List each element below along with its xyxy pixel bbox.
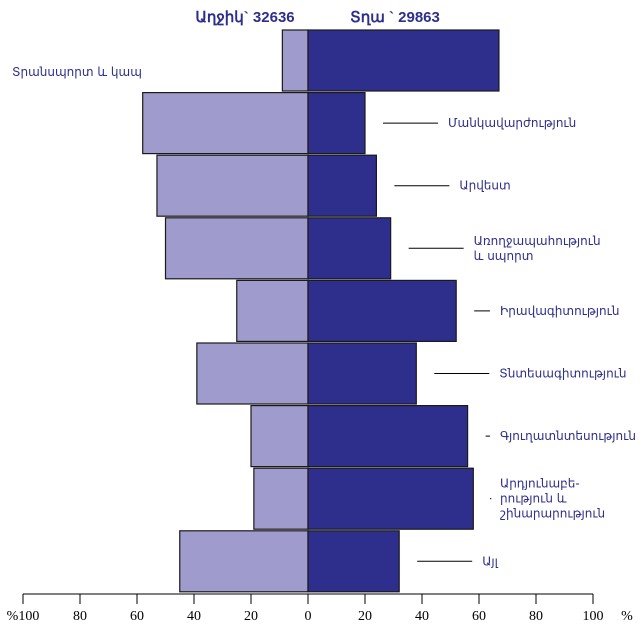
category-label-line: Իրավագիտություն	[500, 304, 619, 318]
x-tick-label: 60	[130, 609, 144, 624]
bars-layer	[142, 29, 500, 593]
female-bar	[179, 530, 309, 593]
category-label: Մանկավարժություն	[448, 116, 576, 130]
male-bar	[307, 154, 378, 217]
male-bar	[307, 405, 469, 468]
category-label-line: Արվեստ	[459, 179, 510, 193]
category-label: Տրանսպորտ և կապ	[12, 65, 142, 79]
female-total-header: Աղջիկ` 32636	[195, 9, 294, 26]
female-bar	[236, 279, 309, 342]
x-tick-label: 20	[244, 609, 258, 624]
category-label-line: Արդյունաբե-	[500, 477, 580, 491]
male-bar	[307, 279, 457, 342]
leader-lines-layer	[383, 122, 492, 562]
female-bar	[164, 217, 309, 280]
category-label: Տնտեսագիտություն	[499, 367, 626, 381]
x-tick-label: 0	[305, 609, 312, 624]
female-bar	[281, 29, 309, 92]
male-bar	[307, 29, 500, 92]
x-tick-label: 100	[583, 609, 604, 624]
x-tick-label: 40	[415, 609, 429, 624]
category-label: Գյուղատնտեսություն	[500, 429, 636, 443]
category-label: Արվեստ	[459, 179, 510, 193]
female-bar	[156, 154, 309, 217]
x-axis: %100 80 60 40 20 0 20 40 60 80 100%	[7, 593, 633, 624]
male-total-header: Տղա ` 29863	[350, 9, 440, 26]
x-tick-label: %100	[7, 609, 40, 624]
category-label-line: Մանկավարժություն	[448, 116, 576, 130]
male-bar	[307, 217, 392, 280]
x-tick-label: 60	[472, 609, 486, 624]
category-label-line: շինարարություն	[500, 507, 605, 521]
x-axis-unit-label: %	[621, 609, 633, 624]
category-label-line: րություն և	[500, 492, 567, 506]
female-bar	[142, 91, 309, 155]
category-label: Առողջապահություն և սպորտ	[474, 234, 601, 263]
female-bar	[253, 467, 309, 530]
category-label-line: Գյուղատնտեսություն	[500, 429, 636, 443]
category-label-line: Այլ	[482, 554, 498, 568]
category-label-line: Տնտեսագիտություն	[499, 367, 626, 381]
category-labels-layer: Տրանսպորտ և կապ Մանկավարժություն Արվեստ Առո…	[12, 65, 636, 568]
male-bar	[307, 91, 366, 155]
x-tick-label: 80	[529, 609, 543, 624]
female-bar	[196, 342, 309, 405]
female-bar	[250, 405, 309, 468]
category-label-line: Առողջապահություն	[474, 234, 601, 248]
x-tick-label: 40	[187, 609, 201, 624]
category-label: Արդյունաբե-րություն և շինարարություն	[500, 477, 605, 521]
male-bar	[307, 342, 417, 405]
category-label-line: և սպորտ	[474, 249, 534, 263]
x-tick-label: 20	[358, 609, 372, 624]
x-tick-label: 80	[73, 609, 87, 624]
male-bar	[307, 530, 400, 593]
category-label: Իրավագիտություն	[500, 304, 619, 318]
male-bar	[307, 467, 474, 530]
category-label: Այլ	[482, 554, 498, 568]
